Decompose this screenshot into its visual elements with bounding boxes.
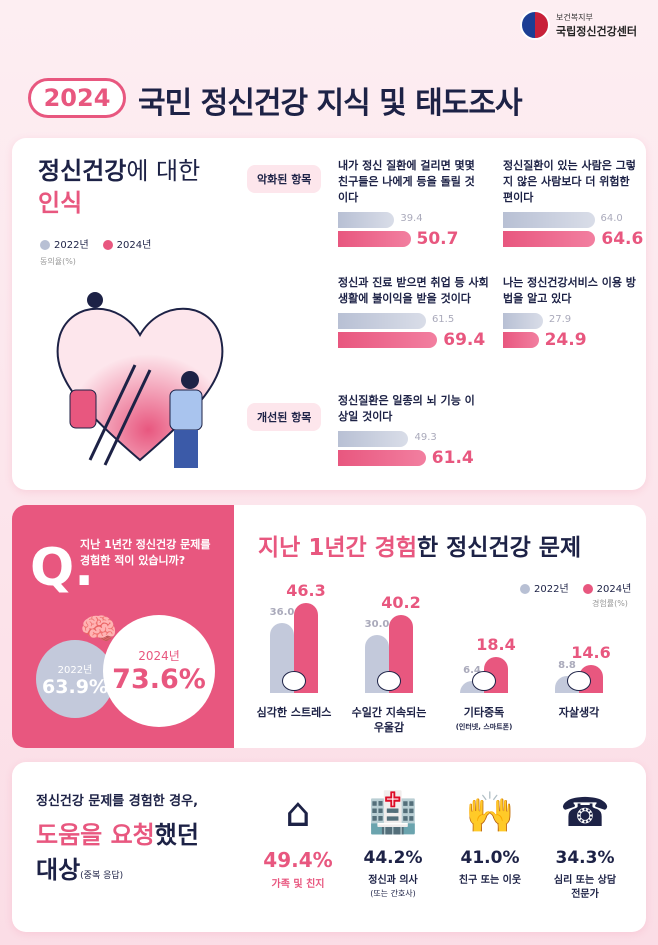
improved-items-tag: 개선된 항목 [247,403,322,431]
high-five-icon: 🙌 [465,790,515,836]
bar-2022: 61.5 [338,313,454,329]
help-source-item: 🙌 41.0% 친구 또는 이웃 [445,778,535,888]
unit-label: 동의율(%) [40,257,76,266]
value-label: 40.2 [381,592,421,612]
smartphone-icon [472,671,496,691]
value-label: 6.4 [463,664,481,676]
category-label: 심각한 스트레스 [256,706,332,719]
house-icon: ⌂ [285,790,311,836]
statement-text: 정신질환은 일종의 뇌 기능 이상일 것이다 [338,394,475,423]
value-label: 69.4 [443,330,486,350]
statement-text: 정신질환이 있는 사람은 그렇지 않은 사람보다 더 위험한 편이다 [503,159,636,204]
value-label: 18.4 [476,635,516,655]
section3-title: 정신건강 문제를 경험한 경우, 도움을 요청했던 대상(중복 응답) [36,794,199,884]
center-name: 국립정신건강센터 [556,24,637,38]
bar-2024: 24.9 [503,330,587,350]
bar-2024: 61.4 [338,448,474,468]
category-label: 수일간 지속되는 우울감 [351,706,427,734]
category-label: 자살생각 [558,706,600,719]
chart-unit: 경험률(%) [592,599,628,608]
perception-item: 정신과 진료 받으면 취업 등 사회생활에 불이익을 받을 것이다 61.5 69.… [338,275,489,350]
statement-text: 정신과 진료 받으면 취업 등 사회생활에 불이익을 받을 것이다 [338,276,489,305]
perception-item: 나는 정신건강서비스 이용 방법을 알고 있다 27.9 24.9 [503,275,653,350]
value-label: 61.5 [431,314,455,325]
person-icon [567,671,591,691]
source-label: 심리 또는 상담 전문가 [553,875,617,900]
value-label: 39.4 [400,213,423,224]
statement-text: 나는 정신건강서비스 이용 방법을 알고 있다 [503,276,636,305]
heart-illustration [50,290,230,470]
value-label: 61.4 [431,448,474,468]
chart-title: 지난 1년간 경험한 정신건강 문제 [258,535,582,561]
value-label: 64.6 [601,229,644,249]
bar-2024: 69.4 [338,330,485,350]
question-text: 지난 1년간 정신건강 문제를 경험한 적이 있습니까? [80,538,211,567]
percent-value: 44.2% [363,848,423,868]
help-source-item: ☎ 34.3% 심리 또는 상담 전문가 [540,778,630,902]
hospital-icon: 🏥 [368,790,418,836]
rain-cloud-icon [377,671,401,691]
source-label: 정신과 의사 [368,875,418,886]
value-label: 24.9 [544,330,587,350]
chart-legend: 2022년 2024년 [520,580,631,595]
value-label: 49.3 [414,432,437,443]
bar-2024: 50.7 [338,229,458,249]
help-source-item: 🏥 44.2% 정신과 의사 (또는 간호사) [348,778,438,899]
value-label: 36.0 [269,606,295,618]
source-sublabel: (또는 간호사) [370,889,416,898]
value-label: 30.0 [364,618,390,630]
worsened-items-tag: 악화된 항목 [247,165,322,193]
bar-2022: 27.9 [503,313,571,329]
perception-item: 내가 정신 질환에 걸리면 몇몇 친구들은 나에게 등을 돌릴 것이다 39.4 5… [338,158,488,249]
value-label: 46.3 [286,580,326,600]
phone-counsel-icon: ☎ [560,790,610,836]
perception-item: 정신질환이 있는 사람은 그렇지 않은 사람보다 더 위험한 편이다 64.0 64… [503,158,653,249]
value-label: 64.0 [600,213,623,224]
bubble-2024: 2024년 73.6% [103,615,215,727]
q-mark: Q. [30,538,94,598]
percent-value: 49.4% [263,848,333,872]
category-label: 기타중독 (인터넷, 스마트폰) [455,706,513,731]
source-label: 가족 및 친지 [271,879,325,890]
percent-value: 34.3% [555,848,615,868]
bar-2022: 39.4 [338,212,423,228]
help-card [12,762,646,932]
year-badge: 2024 [28,78,126,118]
bar-2022: 64.0 [503,212,623,228]
page-title: 국민 정신건강 지식 및 태도조사 [138,86,523,121]
bar-2024: 64.6 [503,229,643,249]
ministry-name: 보건복지부 [556,12,593,22]
help-source-item: ⌂ 49.4% 가족 및 친지 [253,778,343,892]
bubble-2022: 2022년 63.9% [36,640,114,718]
legend: 2022년 2024년 [40,236,151,251]
bar-2022: 49.3 [338,431,437,447]
head-brain-icon: 🧠 [80,612,118,647]
value-label: 8.8 [558,659,576,671]
section1-title: 정신건강에 대한 인식 [38,157,201,217]
source-label: 친구 또는 이웃 [458,875,522,886]
taegeuk-emblem-icon [520,10,550,40]
statement-text: 내가 정신 질환에 걸리면 몇몇 친구들은 나에게 등을 돌릴 것이다 [338,159,475,204]
value-label: 27.9 [548,314,572,325]
value-label: 14.6 [571,642,611,662]
value-label: 50.7 [416,229,459,249]
percent-value: 41.0% [460,848,520,868]
perception-item: 정신질환은 일종의 뇌 기능 이상일 것이다 49.3 61.4 [338,393,488,468]
stress-cloud-icon [282,671,306,691]
